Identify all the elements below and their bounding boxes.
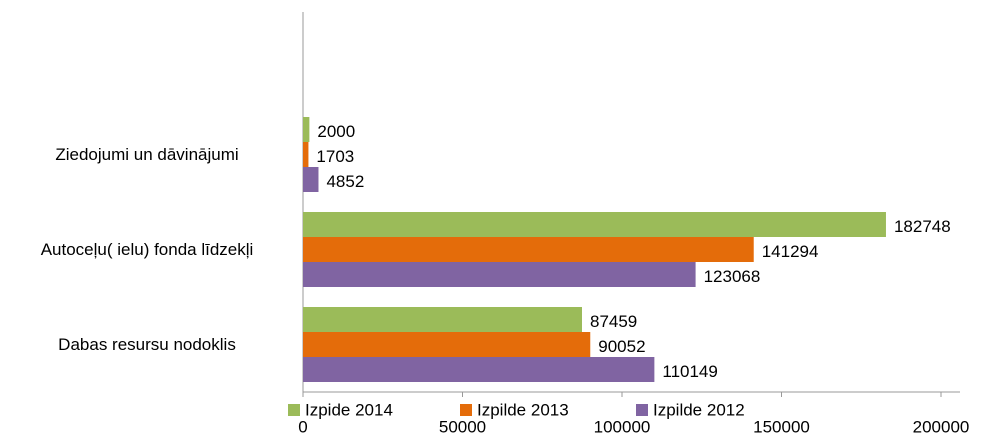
bar [303,332,591,357]
legend-swatch [460,404,472,416]
legend-label: Izpilde 2013 [477,400,569,419]
bar [303,142,309,167]
value-label: 2000 [317,122,355,141]
value-label: 1703 [316,147,354,166]
y-tick-label: Ziedojumi un dāvinājumi [55,144,239,164]
bar [303,237,754,262]
y-tick-label: Dabas resursu nodoklis [58,334,236,354]
legend-swatch [288,404,300,416]
legend-swatch [636,404,648,416]
bar [303,167,319,192]
bar [303,212,886,237]
value-label: 110149 [662,362,717,381]
bar [303,262,696,287]
bar [303,117,310,142]
legend-label: Izpilde 2012 [653,400,745,419]
x-tick-label: 200000 [913,417,970,436]
y-tick-label: Autoceļu( ielu) fonda līdzekļi [40,239,254,259]
value-label: 141294 [762,242,819,261]
value-label: 182748 [894,217,951,236]
value-label: 4852 [326,172,364,191]
x-tick-label: 0 [298,417,307,436]
bar [303,307,582,332]
bar [303,357,655,382]
x-tick-label: 150000 [753,417,810,436]
x-tick-label: 50000 [439,417,486,436]
value-label: 123068 [704,267,761,286]
value-label: 90052 [598,337,645,356]
legend-label: Izpide 2014 [305,400,393,419]
x-tick-label: 100000 [594,417,651,436]
value-label: 87459 [590,312,637,331]
